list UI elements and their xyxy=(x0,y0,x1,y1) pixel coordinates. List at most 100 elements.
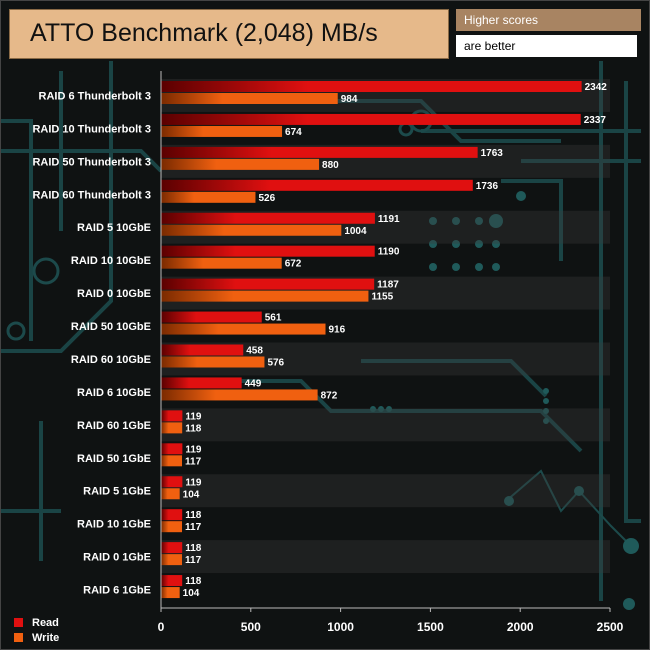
category-label: RAID 5 1GbE xyxy=(83,486,151,498)
read-bar xyxy=(161,179,473,191)
row-band xyxy=(161,540,610,574)
category-label: RAID 0 10GbE xyxy=(77,288,151,300)
write-bar xyxy=(161,521,183,533)
write-bar xyxy=(161,224,342,236)
read-bar xyxy=(161,443,183,455)
read-value-label: 119 xyxy=(185,411,202,422)
write-value-label: 1155 xyxy=(371,292,393,303)
chart-title: ATTO Benchmark (2,048) MB/s xyxy=(30,19,378,47)
write-value-label: 117 xyxy=(185,522,202,533)
write-value-label: 117 xyxy=(185,456,202,467)
write-value-label: 674 xyxy=(285,127,302,138)
write-value-label: 672 xyxy=(285,259,302,270)
read-bar xyxy=(161,476,183,488)
read-value-label: 118 xyxy=(185,576,202,587)
category-label: RAID 50 Thunderbolt 3 xyxy=(32,156,151,168)
category-label: RAID 10 10GbE xyxy=(71,255,151,267)
are-better-note: are better xyxy=(456,35,637,57)
higher-scores-note: Higher scores xyxy=(456,9,641,31)
category-label: RAID 60 10GbE xyxy=(71,354,151,366)
read-bar xyxy=(161,311,262,323)
category-label: RAID 5 10GbE xyxy=(77,222,151,234)
write-value-label: 117 xyxy=(185,555,202,566)
category-label: RAID 6 1GbE xyxy=(83,585,151,597)
read-value-label: 119 xyxy=(185,444,202,455)
write-value-label: 104 xyxy=(183,489,200,500)
read-value-label: 458 xyxy=(246,346,263,357)
read-bar xyxy=(161,212,375,224)
read-value-label: 1736 xyxy=(476,181,499,192)
axes: RAID 6 Thunderbolt 3 RAID 10 Thunderbolt … xyxy=(32,71,624,634)
write-bar xyxy=(161,587,180,599)
read-value-label: 2342 xyxy=(585,82,608,93)
row-band xyxy=(161,573,610,606)
row-band xyxy=(161,474,610,508)
x-tick-label: 0 xyxy=(158,620,165,634)
write-bar xyxy=(161,93,338,104)
legend-swatch-write xyxy=(14,633,23,642)
read-value-label: 1191 xyxy=(378,214,400,225)
write-value-label: 916 xyxy=(329,325,346,336)
write-value-label: 576 xyxy=(267,358,284,369)
category-label: RAID 60 1GbE xyxy=(77,420,151,432)
read-bar xyxy=(161,245,375,257)
x-tick-label: 500 xyxy=(241,620,261,634)
write-bar xyxy=(161,191,256,203)
read-value-label: 561 xyxy=(265,313,282,324)
write-bar xyxy=(161,455,183,467)
read-bar xyxy=(161,81,582,92)
write-value-label: 104 xyxy=(183,588,200,599)
write-value-label: 872 xyxy=(321,390,338,401)
read-value-label: 449 xyxy=(245,378,262,389)
write-bar xyxy=(161,554,183,566)
read-value-label: 2337 xyxy=(584,115,607,126)
x-tick-label: 2500 xyxy=(597,620,624,634)
read-bar xyxy=(161,542,183,554)
write-value-label: 526 xyxy=(258,193,275,204)
read-bar xyxy=(161,278,375,290)
row-band xyxy=(161,408,610,442)
read-value-label: 1187 xyxy=(377,280,399,291)
legend-swatch-read xyxy=(14,618,23,627)
row-band xyxy=(161,441,610,474)
x-tick-label: 2000 xyxy=(507,620,534,634)
read-value-label: 1763 xyxy=(481,148,504,159)
write-value-label: 880 xyxy=(322,160,339,171)
category-label: RAID 6 Thunderbolt 3 xyxy=(39,90,151,102)
title-box: ATTO Benchmark (2,048) MB/s xyxy=(9,9,449,59)
legend-label-read: Read xyxy=(32,617,59,629)
read-value-label: 1190 xyxy=(378,247,400,258)
category-label: RAID 50 1GbE xyxy=(77,453,151,465)
read-bar xyxy=(161,146,478,158)
write-value-label: 984 xyxy=(341,94,358,105)
write-bar xyxy=(161,257,282,269)
write-bar xyxy=(161,290,369,302)
write-bar xyxy=(161,323,326,335)
category-label: RAID 60 Thunderbolt 3 xyxy=(32,189,151,201)
row-band xyxy=(161,507,610,540)
read-bar xyxy=(161,410,183,422)
category-label: RAID 50 10GbE xyxy=(71,321,151,333)
category-label: RAID 10 Thunderbolt 3 xyxy=(32,123,151,135)
read-bar xyxy=(161,377,242,389)
x-tick-label: 1500 xyxy=(417,620,444,634)
read-bar xyxy=(161,509,183,521)
read-bar xyxy=(161,575,183,587)
write-bar xyxy=(161,422,183,434)
read-bar xyxy=(161,344,244,356)
write-bar xyxy=(161,158,320,170)
read-value-label: 118 xyxy=(185,543,202,554)
read-value-label: 119 xyxy=(185,477,202,488)
category-label: RAID 0 1GbE xyxy=(83,552,151,564)
write-value-label: 118 xyxy=(185,423,202,434)
write-bar xyxy=(161,389,318,401)
legend: Read Write xyxy=(14,617,59,644)
bars: 2342 984 2337 674 1763 880 1736 526 1191 1004 1190… xyxy=(161,81,607,599)
category-label: RAID 6 10GbE xyxy=(77,387,151,399)
legend-label-write: Write xyxy=(32,632,59,644)
read-value-label: 118 xyxy=(185,510,202,521)
write-bar xyxy=(161,356,265,368)
read-bar xyxy=(161,113,581,125)
